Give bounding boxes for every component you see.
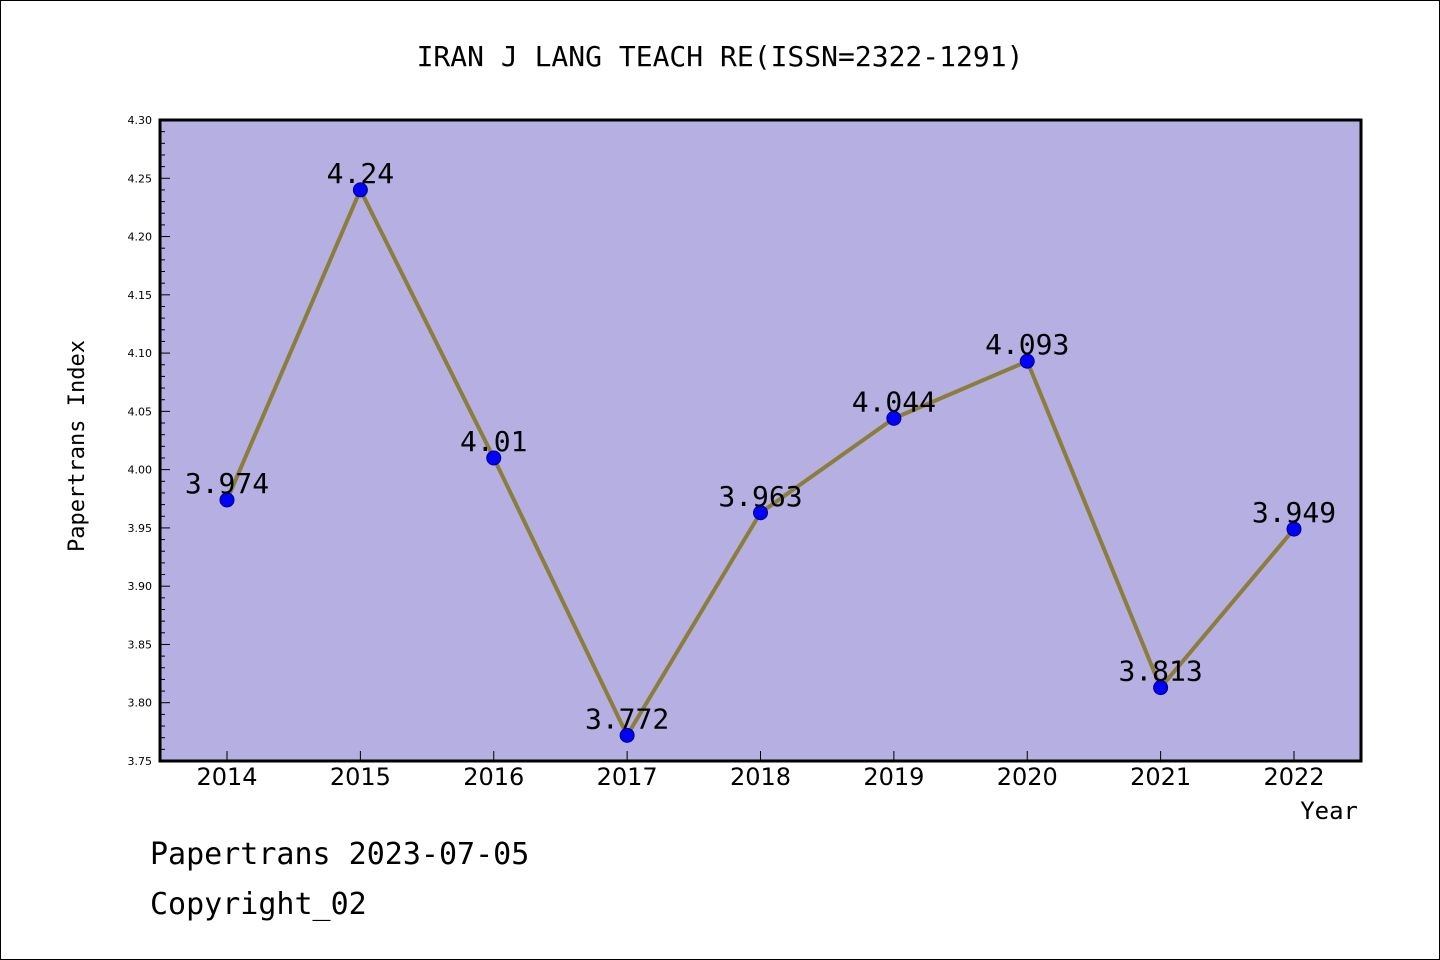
y-tick-label: 4.20 (128, 231, 153, 244)
data-label: 4.093 (985, 328, 1069, 361)
data-label: 3.949 (1252, 496, 1336, 529)
data-point (352, 182, 368, 198)
y-tick-label: 3.75 (128, 755, 153, 768)
data-label: 4.01 (460, 425, 527, 458)
data-label: 4.24 (327, 157, 394, 190)
data-point (1286, 521, 1302, 537)
y-tick-label: 4.25 (128, 172, 153, 185)
data-point (753, 505, 768, 521)
y-tick-label: 3.90 (128, 580, 153, 593)
x-tick-label: 2019 (863, 763, 924, 791)
x-axis: 2014 2015 2016 2017 2018 2019 2020 2021 2022 (196, 751, 1325, 791)
data-label: 3.974 (185, 467, 269, 500)
x-tick-label: 2015 (330, 763, 391, 791)
x-tick-label: 2022 (1263, 763, 1324, 791)
y-tick-label: 3.85 (128, 638, 153, 651)
chart-title: IRAN J LANG TEACH RE(ISSN=2322-1291) (417, 40, 1024, 73)
footer-date: Papertrans 2023-07-05 (150, 837, 529, 872)
data-label: 4.044 (852, 385, 936, 418)
series-papertrans-index (219, 182, 1302, 743)
data-label: 3.772 (585, 702, 669, 735)
x-tick-label: 2020 (997, 763, 1058, 791)
data-label: 3.813 (1118, 655, 1202, 688)
x-tick-label: 2018 (730, 763, 791, 791)
y-tick-label: 4.15 (128, 289, 153, 302)
y-axis-label: Papertrans Index (65, 340, 90, 552)
data-point (1153, 680, 1169, 696)
x-tick-label: 2016 (463, 763, 524, 791)
data-point (486, 450, 502, 466)
footer-copyright: Copyright_02 (150, 887, 367, 922)
plot-area (160, 120, 1361, 761)
data-point (619, 727, 635, 743)
data-point (1019, 353, 1035, 369)
data-point (886, 410, 902, 426)
x-tick-label: 2014 (196, 763, 257, 791)
data-labels: 3.974 4.24 4.01 3.772 3.963 4.044 4.093 3.813 3.… (185, 157, 1336, 735)
y-tick-label: 3.95 (128, 522, 153, 535)
x-tick-label: 2017 (597, 763, 658, 791)
y-tick-label: 4.00 (128, 464, 153, 477)
x-tick-label: 2021 (1130, 763, 1191, 791)
x-axis-label: Year (1300, 797, 1358, 825)
y-tick-label: 3.80 (128, 697, 153, 710)
y-tick-label: 4.10 (128, 347, 153, 360)
data-label: 3.963 (718, 480, 802, 513)
data-point (219, 492, 235, 508)
plot-border (158, 118, 1363, 763)
y-tick-label: 4.30 (128, 114, 153, 127)
y-tick-label: 4.05 (128, 405, 153, 418)
